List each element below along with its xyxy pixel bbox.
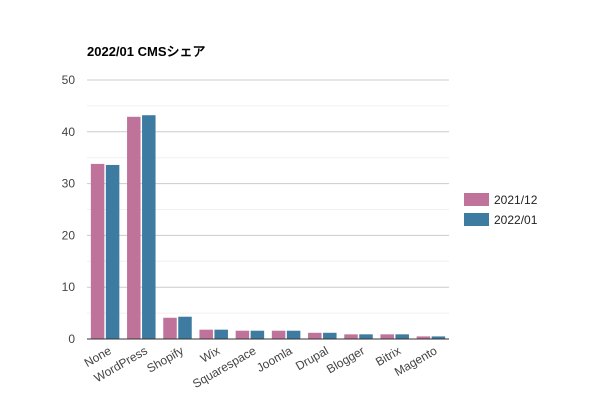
y-tick-label: 40	[62, 125, 76, 139]
legend-label: 2022/01	[494, 213, 538, 227]
bar	[395, 334, 409, 339]
bar	[178, 316, 192, 339]
x-tick-label: Shopify	[144, 343, 186, 375]
bar	[163, 317, 177, 339]
bar	[214, 329, 228, 339]
bar	[105, 164, 120, 339]
y-axis-ticks: 0 10 20 30 40 50	[62, 73, 76, 346]
y-tick-label: 0	[68, 332, 75, 346]
legend-swatch	[464, 213, 489, 226]
chart-title: 2022/01 CMSシェア	[87, 44, 206, 59]
bar	[90, 163, 105, 339]
bar	[127, 116, 141, 339]
bar	[199, 329, 213, 339]
x-tick-label: Blogger	[324, 343, 367, 376]
gridlines	[87, 79, 449, 314]
x-tick-label: Joomla	[254, 343, 295, 375]
bar	[323, 332, 337, 339]
bar	[142, 115, 156, 339]
bar	[250, 330, 265, 339]
bar	[308, 332, 322, 339]
bar	[431, 336, 446, 339]
bar	[416, 336, 431, 339]
y-tick-label: 10	[62, 280, 76, 294]
legend-label: 2021/12	[494, 193, 538, 207]
bar	[235, 330, 250, 339]
legend: 2021/12 2022/01	[464, 193, 538, 227]
y-tick-label: 20	[62, 228, 76, 242]
y-tick-label: 30	[62, 177, 76, 191]
x-tick-label: Drupal	[293, 343, 331, 373]
y-tick-label: 50	[62, 73, 76, 87]
x-tick-label: Squarespace	[190, 343, 259, 391]
bar	[271, 330, 286, 339]
bar	[344, 334, 358, 339]
bar	[359, 334, 373, 339]
legend-swatch	[464, 193, 489, 206]
bars	[90, 115, 446, 339]
bar	[286, 330, 301, 339]
bar	[380, 334, 394, 339]
